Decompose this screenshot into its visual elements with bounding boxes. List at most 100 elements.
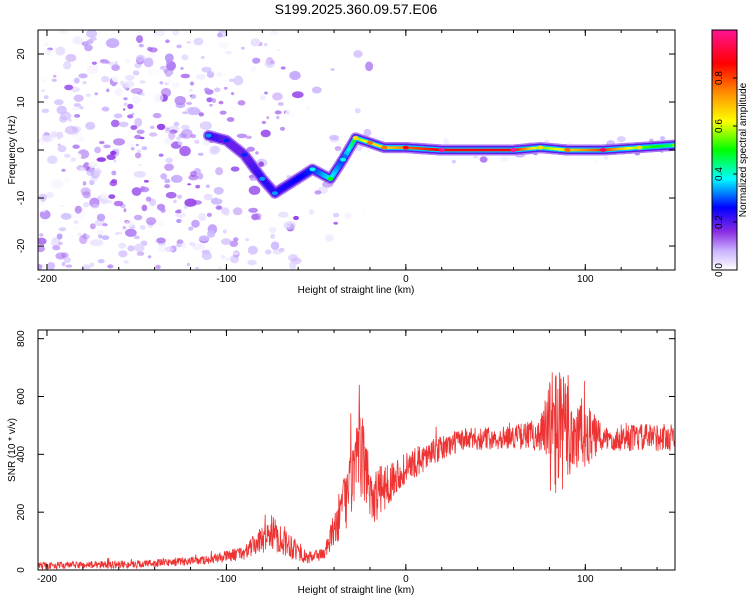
- spectrogram-noise-blob: [181, 128, 193, 139]
- spectrogram-noise-blob: [90, 223, 96, 230]
- spectrogram-noise-blob: [164, 178, 171, 184]
- spectrogram-noise-blob: [110, 119, 120, 128]
- spectrogram-noise-blob: [221, 258, 232, 268]
- spectrogram-noise-blob: [174, 95, 186, 106]
- spectrogram-noise-blob: [99, 140, 105, 145]
- spectrogram-noise-blob: [314, 190, 322, 195]
- spectrogram-noise-blob: [197, 152, 204, 156]
- spectrogram-noise-blob: [114, 233, 118, 236]
- spectrogram-noise-blob: [229, 78, 235, 83]
- spectrogram-noise-blob: [113, 138, 125, 146]
- spectrogram-noise-blob: [544, 139, 550, 144]
- spectrogram-noise-blob: [603, 156, 609, 160]
- spectrogram-noise-blob: [593, 159, 600, 163]
- spectrogram-noise-blob: [136, 54, 146, 63]
- spectrogram-noise-blob: [204, 87, 210, 92]
- spectrogram-noise-blob: [285, 108, 294, 118]
- spectrogram-noise-blob: [190, 170, 197, 178]
- spectrogram-noise-blob: [343, 212, 352, 220]
- spectrogram-noise-blob: [225, 51, 232, 55]
- spectrogram-noise-blob: [167, 78, 174, 83]
- spectrogram-noise-blob: [78, 73, 88, 79]
- spectrogram-ridge-point: [367, 140, 373, 145]
- spectrogram-noise-blob: [73, 226, 77, 230]
- spectrogram-noise-blob: [127, 103, 134, 110]
- spectrogram-noise-blob: [97, 259, 105, 264]
- spectrogram-noise-blob: [123, 102, 128, 107]
- spectrogram-noise-blob: [113, 159, 117, 163]
- snr-x-ticks: -200 -100 0 100: [37, 330, 658, 585]
- spectrogram-noise-blob: [82, 181, 87, 186]
- spectrogram-noise-blob: [266, 116, 270, 120]
- spectrogram-noise-blob: [176, 44, 182, 49]
- spectrogram-noise-blob: [77, 232, 82, 237]
- spectrogram-noise-blob: [111, 64, 120, 71]
- spectrogram-noise-blob: [270, 241, 280, 250]
- spectrogram-noise-blob: [102, 223, 108, 227]
- spectrogram-noise-blob: [363, 128, 372, 137]
- spectrogram-y-axis-label: Frequency (Hz): [7, 116, 18, 185]
- spectrogram-noise-blob: [291, 247, 298, 253]
- spectrogram-noise-blob: [280, 66, 286, 70]
- spectrogram-noise-blob: [74, 205, 82, 214]
- spectrogram-noise-blob: [85, 93, 91, 97]
- spectrogram-noise-blob: [213, 87, 221, 93]
- spectrogram-noise-blob: [177, 194, 183, 199]
- spectrogram-noise-blob: [280, 126, 285, 131]
- snr-y-ticks: 0 200 400 600 800: [16, 330, 675, 573]
- spectrogram-noise-blob: [252, 57, 261, 64]
- spectrogram-noise-blob: [276, 115, 280, 120]
- spectrogram-noise-blob: [122, 226, 127, 230]
- spectrogram-noise-blob: [215, 167, 224, 176]
- spectrogram-noise-blob: [206, 212, 212, 217]
- colorbar-tick-label: 0.8: [714, 71, 725, 85]
- spectrogram-noise-blob: [124, 74, 135, 81]
- spectrogram-noise-blob: [255, 151, 259, 155]
- spectrogram-noise-blob: [131, 112, 135, 116]
- spectrogram-noise-blob: [195, 267, 200, 270]
- spectrogram-noise-blob: [501, 156, 509, 162]
- spectrogram-ridge-point: [327, 176, 334, 181]
- spectrogram-ytick-label: 10: [16, 96, 27, 108]
- spectrogram-noise-blob: [143, 57, 154, 68]
- spectrogram-noise-blob: [61, 168, 66, 172]
- spectrogram-noise-blob: [72, 144, 80, 149]
- spectrogram-noise-blob: [56, 105, 67, 115]
- spectrogram-noise-blob: [236, 133, 248, 139]
- spectrogram-noise-blob: [248, 185, 261, 195]
- spectrogram-noise-blob: [51, 78, 57, 83]
- colorbar-tick-label: 0.2: [714, 215, 725, 229]
- spectrogram-noise-blob: [139, 225, 146, 230]
- spectrogram-noise-blob: [197, 172, 204, 180]
- snr-ytick-label: 800: [16, 330, 27, 347]
- spectrogram-noise-blob: [123, 260, 129, 264]
- spectrogram-noise-blob: [260, 129, 271, 138]
- spectrogram-noise-blob: [175, 212, 186, 218]
- spectrogram-noise-blob: [65, 264, 73, 268]
- spectrogram-noise-blob: [89, 180, 95, 186]
- colorbar-tick-label: 0.0: [714, 263, 725, 277]
- spectrogram-noise-blob: [225, 257, 230, 261]
- spectrogram-noise-blob: [63, 256, 71, 264]
- spectrogram-noise-blob: [118, 242, 127, 249]
- snr-ytick-label: 200: [16, 503, 27, 520]
- spectrogram-noise-blob: [264, 59, 276, 68]
- spectrogram-noise-blob: [83, 233, 87, 236]
- spectrogram-noise-blob: [94, 146, 101, 154]
- spectrogram-noise-blob: [54, 99, 64, 106]
- spectrogram-noise-blob: [165, 157, 174, 164]
- spectrogram-noise-blob: [616, 136, 626, 143]
- spectrogram-noise-blob: [223, 86, 228, 90]
- spectrogram-noise-blob: [41, 89, 45, 92]
- spectrogram-noise-blob: [109, 61, 115, 66]
- spectrogram-noise-blob: [89, 262, 95, 268]
- spectrogram-ridge-point: [271, 191, 278, 196]
- spectrogram-noise-blob: [223, 211, 231, 216]
- spectrogram-noise-blob: [195, 261, 202, 268]
- spectrogram-noise-blob: [40, 207, 47, 213]
- spectrogram-noise-blob: [104, 199, 113, 204]
- spectrogram-noise-blob: [73, 94, 84, 102]
- spectrogram-noise-blob: [172, 30, 180, 36]
- spectrogram-noise-blob: [176, 218, 182, 224]
